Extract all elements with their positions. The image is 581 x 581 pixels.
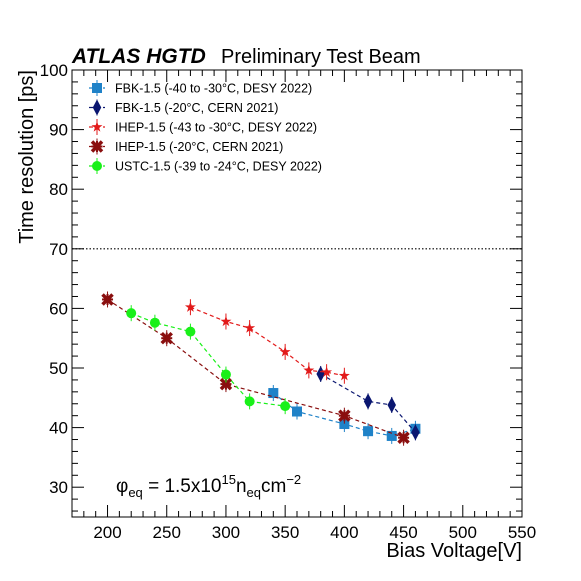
data-point [339, 419, 350, 430]
fluence-annotation: φeq = 1.5x1015neqcm−2 [116, 472, 301, 500]
fluence-cm: cm [261, 476, 286, 497]
data-point [338, 370, 350, 381]
y-tick-label: 50 [49, 359, 68, 378]
legend-entry: IHEP-1.5 (-20°C, CERN 2021) [89, 138, 283, 155]
data-point [244, 396, 255, 407]
fluence-mid: = 1.5x10 [143, 476, 222, 497]
x-tick-label: 400 [330, 523, 358, 542]
legend-label: FBK-1.5 (-20°C, CERN 2021) [115, 101, 278, 115]
x-tick-label: 550 [508, 523, 536, 542]
legend-label: USTC-1.5 (-39 to -24°C, DESY 2022) [115, 160, 322, 174]
legend-label: IHEP-1.5 (-43 to -30°C, DESY 2022) [115, 121, 317, 135]
y-tick-label: 70 [49, 240, 68, 259]
series-line [107, 298, 404, 439]
data-point [338, 409, 351, 422]
fluence-sup1: 15 [222, 472, 236, 487]
x-tick-label: 350 [271, 523, 299, 542]
fluence-symbol: φ [116, 476, 128, 497]
data-point [292, 406, 302, 417]
y-tick-label: 30 [49, 478, 68, 497]
legend-entry: FBK-1.5 (-40 to -30°C, DESY 2022) [89, 80, 312, 96]
data-point [363, 393, 373, 410]
data-point [280, 401, 291, 412]
x-tick-label: 250 [153, 523, 181, 542]
legend-entry: USTC-1.5 (-39 to -24°C, DESY 2022) [89, 158, 322, 174]
data-point [90, 140, 104, 153]
experiment-label: ATLAS HGTD [71, 45, 206, 68]
series-3 [101, 291, 410, 446]
legend-label: IHEP-1.5 (-20°C, CERN 2021) [115, 140, 283, 154]
x-axis-label: Bias Voltage[V] [386, 540, 522, 562]
data-point [91, 121, 103, 132]
y-tick-label: 80 [49, 180, 68, 199]
legend-label: FBK-1.5 (-40 to -30°C, DESY 2022) [115, 82, 312, 96]
y-axis-label: Time resolution [ps] [16, 70, 38, 244]
data-point [411, 424, 420, 441]
data-point [244, 322, 256, 333]
fluence-sup2: −2 [286, 472, 301, 487]
chart-title: Preliminary Test Beam [221, 46, 421, 68]
y-tick-label: 40 [49, 419, 68, 438]
legend-entry: FBK-1.5 (-20°C, CERN 2021) [89, 99, 278, 116]
data-point [92, 161, 102, 171]
data-point [101, 293, 114, 306]
x-tick-label: 200 [93, 523, 121, 542]
data-point [386, 430, 397, 441]
series-2 [184, 299, 350, 384]
x-tick-label: 300 [212, 523, 240, 542]
data-point [387, 396, 396, 413]
y-tick-label: 60 [49, 299, 68, 318]
series-4 [126, 305, 291, 415]
data-point [160, 331, 173, 345]
data-point [363, 426, 374, 437]
fluence-sub2: eq [247, 485, 261, 500]
y-tick-label: 100 [40, 61, 68, 80]
y-tick-label: 90 [49, 121, 68, 140]
fluence-n: n [236, 476, 247, 497]
data-point [220, 369, 231, 380]
series-line [190, 306, 345, 377]
data-point [219, 377, 233, 391]
data-point [149, 317, 160, 328]
series-line [272, 392, 416, 437]
data-point [321, 366, 333, 377]
data-point [92, 99, 102, 116]
data-point [316, 365, 325, 382]
x-tick-label: 450 [389, 523, 417, 542]
series-1 [316, 365, 420, 441]
data-point [126, 308, 137, 319]
legend-entry: IHEP-1.5 (-43 to -30°C, DESY 2022) [89, 119, 317, 135]
data-point [185, 326, 196, 337]
data-point [397, 431, 410, 444]
plot-frame [71, 69, 523, 518]
series-line [320, 373, 416, 433]
data-point [92, 83, 102, 93]
data-point [184, 301, 196, 312]
fluence-sub1: eq [128, 485, 142, 500]
data-point [268, 388, 279, 399]
data-point [279, 346, 291, 357]
data-point [303, 364, 315, 376]
x-tick-label: 500 [449, 523, 477, 542]
data-point [220, 315, 232, 327]
